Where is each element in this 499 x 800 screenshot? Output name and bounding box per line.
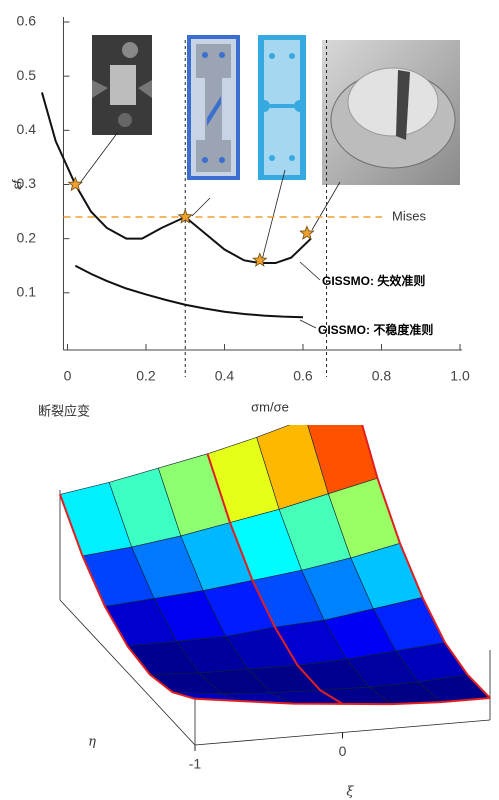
inset-specimen <box>187 35 240 180</box>
y-tick-label: 0.3 <box>17 175 37 191</box>
star-marker <box>252 252 268 267</box>
series-label: GISSMO: 不稳度准则 <box>318 322 433 337</box>
inset-photo <box>92 35 152 135</box>
x-tick-label: 0 <box>339 743 347 759</box>
inset-specimen <box>258 35 306 180</box>
x-tick-label: 0.2 <box>136 368 156 384</box>
y-axis-label: εf <box>9 179 24 190</box>
surface-edge <box>59 494 196 700</box>
surface-chart: -1 0 ξ η <box>59 425 491 800</box>
box-edge <box>59 599 196 746</box>
x-tick-label: -1 <box>189 756 202 772</box>
caption: 断裂应变 <box>38 403 90 418</box>
x-axis-label: ξ <box>346 785 354 800</box>
star-marker <box>177 208 193 224</box>
x-tick-label: 1.0 <box>450 368 470 384</box>
leader-lines <box>79 131 341 329</box>
x-axis-label: σm/σe <box>251 399 289 414</box>
y-tick-label: 0.6 <box>17 13 37 29</box>
y-tick-label: 0.4 <box>17 121 37 137</box>
y-axis-label: η <box>88 735 96 750</box>
surface-edge <box>361 425 491 699</box>
surface-edge <box>194 697 491 706</box>
star-marker <box>67 176 84 192</box>
x-tick-label: 0 <box>64 368 72 384</box>
surface-midline <box>206 453 344 705</box>
inset-photo <box>322 40 460 185</box>
x-tick-label: 0.4 <box>215 368 235 384</box>
series-label: GISSMO: 失效准则 <box>322 273 425 288</box>
star-marker <box>299 225 315 240</box>
line-series <box>41 92 312 265</box>
y-tick-label: 0.2 <box>17 229 37 245</box>
mises-label: Mises <box>392 208 426 223</box>
y-tick-label: 0.1 <box>17 284 37 300</box>
line-series <box>74 264 304 319</box>
x-tick-label: 0.8 <box>372 368 392 384</box>
x-tick-label: 0.6 <box>293 368 313 384</box>
y-tick-label: 0.5 <box>17 67 37 83</box>
top-chart: 0.1 0.2 0.3 0.4 0.5 0.6 0 0.2 0.4 0.6 0.8 1.0 εf σm/σ… <box>9 13 470 419</box>
